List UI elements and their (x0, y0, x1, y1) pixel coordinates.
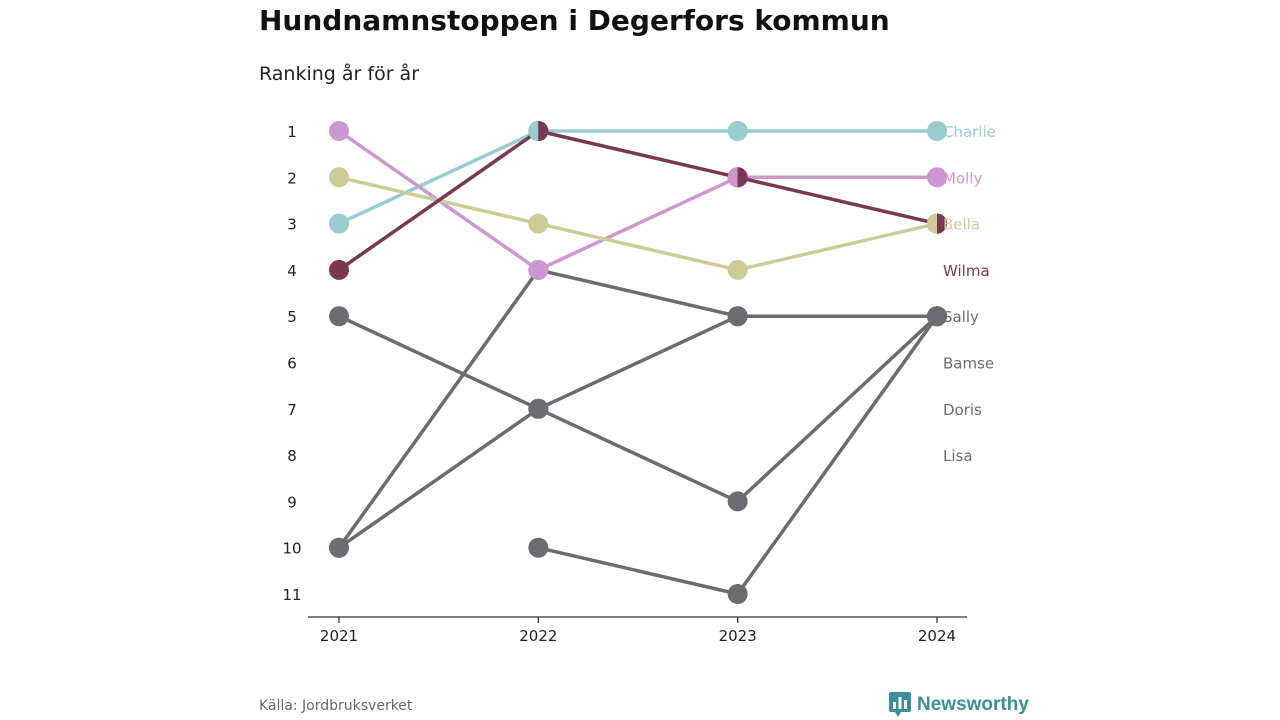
series-label-wilma: Wilma (943, 262, 990, 280)
y-tick-label-8: 8 (287, 447, 297, 465)
point-sally-2023 (727, 491, 748, 512)
y-tick-label-5: 5 (287, 308, 297, 326)
split-point-left-molly-2023 (727, 167, 738, 188)
series-label-charlie: Charlie (943, 123, 996, 141)
point-wilma-2021 (329, 259, 349, 280)
y-tick-label-9: 9 (287, 493, 297, 511)
series-label-sally: Sally (943, 308, 979, 326)
series-line-doris (337, 314, 939, 550)
point-charlie-2021 (329, 213, 349, 234)
series-label-molly: Molly (943, 169, 982, 187)
series-line-bamse (337, 268, 939, 550)
y-tick-label-2: 2 (287, 169, 297, 187)
point-molly-2021 (329, 121, 349, 141)
series-line-sally (337, 314, 939, 504)
series-labels: Charlie Molly Bella Wilma Sally Bamse Doris Lis… (943, 123, 996, 465)
x-tick-label-2022: 2022 (519, 627, 557, 645)
y-tick-label-7: 7 (287, 401, 297, 419)
brand-name: Newsworthy (917, 694, 1029, 715)
split-point-right-wilma-2022 (538, 121, 549, 141)
series-lines (337, 129, 939, 596)
point-molly-2024 (926, 167, 947, 188)
point-doris-2023 (727, 306, 748, 327)
split-point-right-wilma-2024 (936, 213, 947, 234)
y-tick-label-10: 10 (282, 540, 301, 558)
y-tick-label-6: 6 (287, 355, 297, 373)
y-axis-ticks: 1 2 3 4 5 6 7 8 9 10 11 (282, 123, 301, 604)
split-point-left-charlie-2022 (528, 121, 539, 141)
point-charlie-2023 (727, 121, 748, 141)
point-doris-2021 (329, 537, 349, 558)
series-line-wilma (337, 129, 939, 272)
series-points (329, 121, 947, 604)
point-lisa-2022 (528, 537, 549, 558)
series-label-bella: Bella (943, 216, 980, 234)
y-tick-label-3: 3 (287, 216, 297, 234)
series-label-lisa: Lisa (943, 447, 973, 465)
split-point-left-bella-2024 (926, 213, 937, 234)
series-label-doris: Doris (943, 401, 982, 419)
series-line-charlie (337, 129, 939, 226)
point-doris-2022 (528, 398, 549, 419)
series-line-molly (337, 129, 939, 272)
x-tick-label-2024: 2024 (918, 627, 956, 645)
chart-subtitle: Ranking år för år (259, 63, 420, 85)
x-tick-label-2021: 2021 (320, 627, 358, 645)
x-axis: 2021 2022 2023 2024 (308, 616, 967, 645)
y-tick-label-1: 1 (287, 123, 297, 141)
point-charlie-2024 (926, 121, 947, 141)
source-note: Källa: Jordbruksverket (259, 698, 413, 714)
y-tick-label-4: 4 (287, 262, 297, 280)
brand-logo: Newsworthy (889, 692, 1029, 718)
point-bella-2022 (528, 213, 549, 234)
x-tick-label-2023: 2023 (719, 627, 757, 645)
point-lisa-2023 (727, 584, 748, 604)
series-label-bamse: Bamse (943, 355, 994, 373)
chart-title: Hundnamnstoppen i Degerfors kommun (259, 4, 890, 37)
newsworthy-logo-icon (889, 692, 911, 717)
point-lisa-2024 (926, 306, 947, 327)
point-bella-2021 (329, 167, 349, 188)
split-point-right-wilma-2023 (737, 167, 748, 188)
point-bella-2023 (727, 259, 748, 280)
point-sally-2021 (329, 306, 349, 327)
y-tick-label-11: 11 (282, 586, 301, 604)
point-molly-2022 (528, 259, 549, 280)
series-line-lisa (536, 314, 939, 596)
